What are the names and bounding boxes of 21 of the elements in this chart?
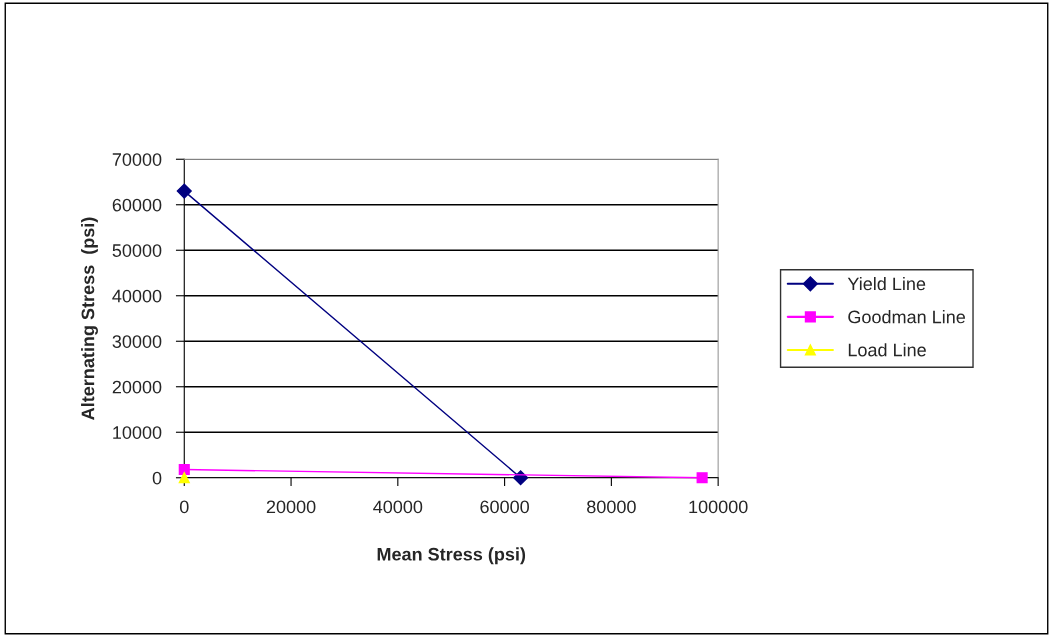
x-tick-label: 0	[179, 500, 189, 514]
x-tick-label: 20000	[266, 500, 316, 514]
x-tick-label: 100000	[689, 500, 748, 514]
y-tick-label: 40000	[112, 289, 162, 303]
y-tick-label: 60000	[112, 198, 162, 212]
x-tick-label: 40000	[373, 500, 423, 514]
y-axis-title: Alternating Stress (psi)	[81, 217, 98, 420]
point	[696, 472, 708, 484]
point	[176, 183, 192, 199]
y-tick-label: 30000	[112, 335, 162, 348]
x-tick-label: 80000	[587, 500, 636, 514]
y-tick-label: 10000	[113, 426, 162, 439]
y-tick-label: 0	[152, 471, 162, 485]
x-tick-label: 60000	[480, 500, 529, 514]
legend-label: Yield Line	[847, 277, 926, 291]
legend-label: Load Line	[848, 343, 926, 357]
x-axis-title: Mean Stress (psi)	[377, 547, 526, 565]
y-tick-label: 20000	[112, 380, 162, 394]
y-tick-label: 50000	[112, 244, 162, 257]
y-tick-label: 70000	[112, 153, 162, 166]
legend-label: Goodman Line	[848, 310, 966, 324]
